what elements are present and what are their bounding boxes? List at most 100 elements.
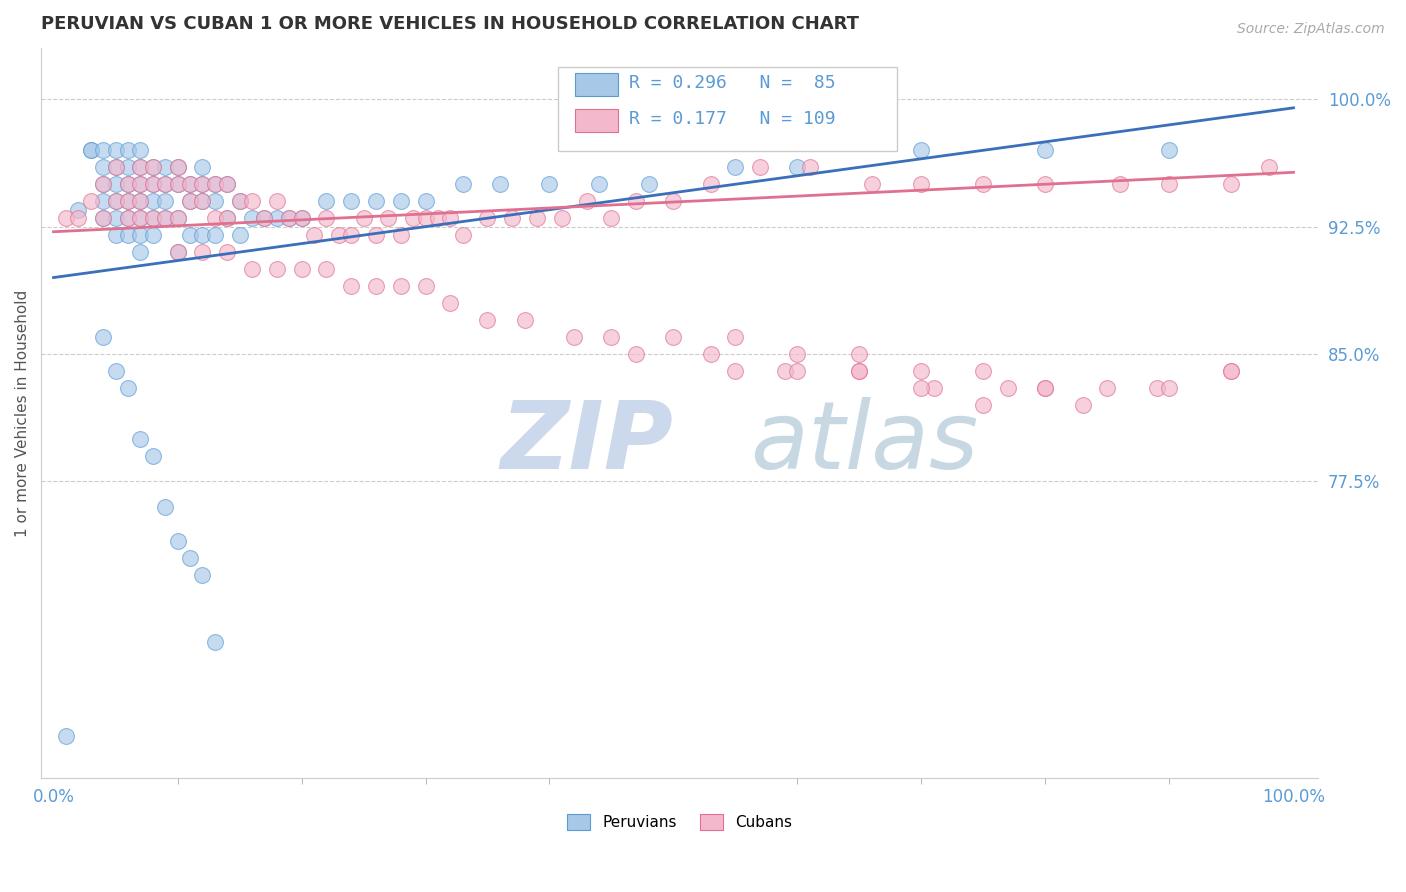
Point bbox=[240, 262, 263, 277]
Point bbox=[153, 178, 176, 192]
Point bbox=[489, 178, 512, 192]
Point bbox=[848, 347, 870, 361]
FancyBboxPatch shape bbox=[575, 72, 619, 95]
Point bbox=[526, 211, 548, 226]
Point bbox=[204, 178, 226, 192]
Point bbox=[217, 178, 239, 192]
Point bbox=[204, 211, 226, 226]
Point bbox=[1109, 178, 1132, 192]
Point bbox=[1220, 178, 1243, 192]
Point bbox=[290, 211, 312, 226]
Point bbox=[228, 194, 250, 209]
Point bbox=[364, 228, 387, 243]
Point bbox=[662, 330, 685, 344]
Point bbox=[451, 178, 474, 192]
Point bbox=[575, 194, 598, 209]
Point bbox=[80, 194, 103, 209]
Point bbox=[910, 143, 932, 157]
Point bbox=[240, 194, 263, 209]
Point bbox=[340, 228, 363, 243]
Point bbox=[153, 194, 176, 209]
Point bbox=[217, 178, 239, 192]
Point bbox=[217, 211, 239, 226]
Point bbox=[389, 279, 412, 293]
Point bbox=[278, 211, 301, 226]
Point bbox=[166, 160, 188, 174]
Point bbox=[290, 262, 312, 277]
Point bbox=[1071, 398, 1094, 412]
Point bbox=[637, 178, 659, 192]
Point bbox=[364, 279, 387, 293]
Point bbox=[439, 211, 461, 226]
Point bbox=[153, 500, 176, 514]
Point bbox=[142, 449, 165, 463]
Point bbox=[191, 178, 214, 192]
Point bbox=[104, 228, 127, 243]
Text: ZIP: ZIP bbox=[501, 397, 673, 489]
Point bbox=[129, 178, 152, 192]
Point bbox=[129, 160, 152, 174]
Y-axis label: 1 or more Vehicles in Household: 1 or more Vehicles in Household bbox=[15, 290, 30, 537]
Point bbox=[1159, 178, 1181, 192]
Point bbox=[117, 211, 139, 226]
Point bbox=[513, 313, 536, 327]
Point bbox=[204, 178, 226, 192]
Point bbox=[166, 533, 188, 548]
Point bbox=[724, 160, 747, 174]
Point bbox=[91, 330, 114, 344]
Point bbox=[104, 160, 127, 174]
Point bbox=[117, 381, 139, 395]
Point bbox=[699, 178, 721, 192]
Point bbox=[55, 211, 77, 226]
Point bbox=[142, 194, 165, 209]
Point bbox=[315, 211, 337, 226]
Point bbox=[179, 194, 201, 209]
Point bbox=[80, 143, 103, 157]
Point bbox=[426, 211, 449, 226]
Point bbox=[55, 729, 77, 743]
Text: PERUVIAN VS CUBAN 1 OR MORE VEHICLES IN HOUSEHOLD CORRELATION CHART: PERUVIAN VS CUBAN 1 OR MORE VEHICLES IN … bbox=[41, 15, 859, 33]
Point bbox=[91, 160, 114, 174]
Point bbox=[415, 211, 437, 226]
Text: atlas: atlas bbox=[749, 397, 979, 488]
Point bbox=[142, 160, 165, 174]
Point bbox=[129, 143, 152, 157]
Point bbox=[191, 194, 214, 209]
Point bbox=[166, 178, 188, 192]
Point bbox=[253, 211, 276, 226]
Point bbox=[91, 211, 114, 226]
Point bbox=[972, 398, 994, 412]
Point bbox=[166, 245, 188, 260]
Point bbox=[91, 194, 114, 209]
Point bbox=[364, 194, 387, 209]
Point bbox=[117, 194, 139, 209]
Point bbox=[142, 178, 165, 192]
Point bbox=[1097, 381, 1119, 395]
Point bbox=[972, 178, 994, 192]
Point bbox=[315, 194, 337, 209]
Point bbox=[117, 211, 139, 226]
Point bbox=[389, 228, 412, 243]
Point bbox=[1220, 364, 1243, 378]
Point bbox=[1035, 178, 1057, 192]
Point bbox=[1220, 364, 1243, 378]
Point bbox=[538, 178, 561, 192]
Point bbox=[191, 245, 214, 260]
Point bbox=[142, 228, 165, 243]
Point bbox=[328, 228, 350, 243]
Point bbox=[129, 228, 152, 243]
Point bbox=[204, 228, 226, 243]
Point bbox=[104, 194, 127, 209]
Point bbox=[129, 178, 152, 192]
Point bbox=[340, 194, 363, 209]
Point bbox=[848, 364, 870, 378]
Point bbox=[129, 211, 152, 226]
Point bbox=[1159, 143, 1181, 157]
Text: R = 0.296   N =  85: R = 0.296 N = 85 bbox=[628, 74, 835, 92]
Point bbox=[626, 347, 648, 361]
Point bbox=[799, 160, 821, 174]
Point bbox=[91, 143, 114, 157]
Point bbox=[290, 211, 312, 226]
Point bbox=[153, 211, 176, 226]
Point bbox=[1035, 381, 1057, 395]
